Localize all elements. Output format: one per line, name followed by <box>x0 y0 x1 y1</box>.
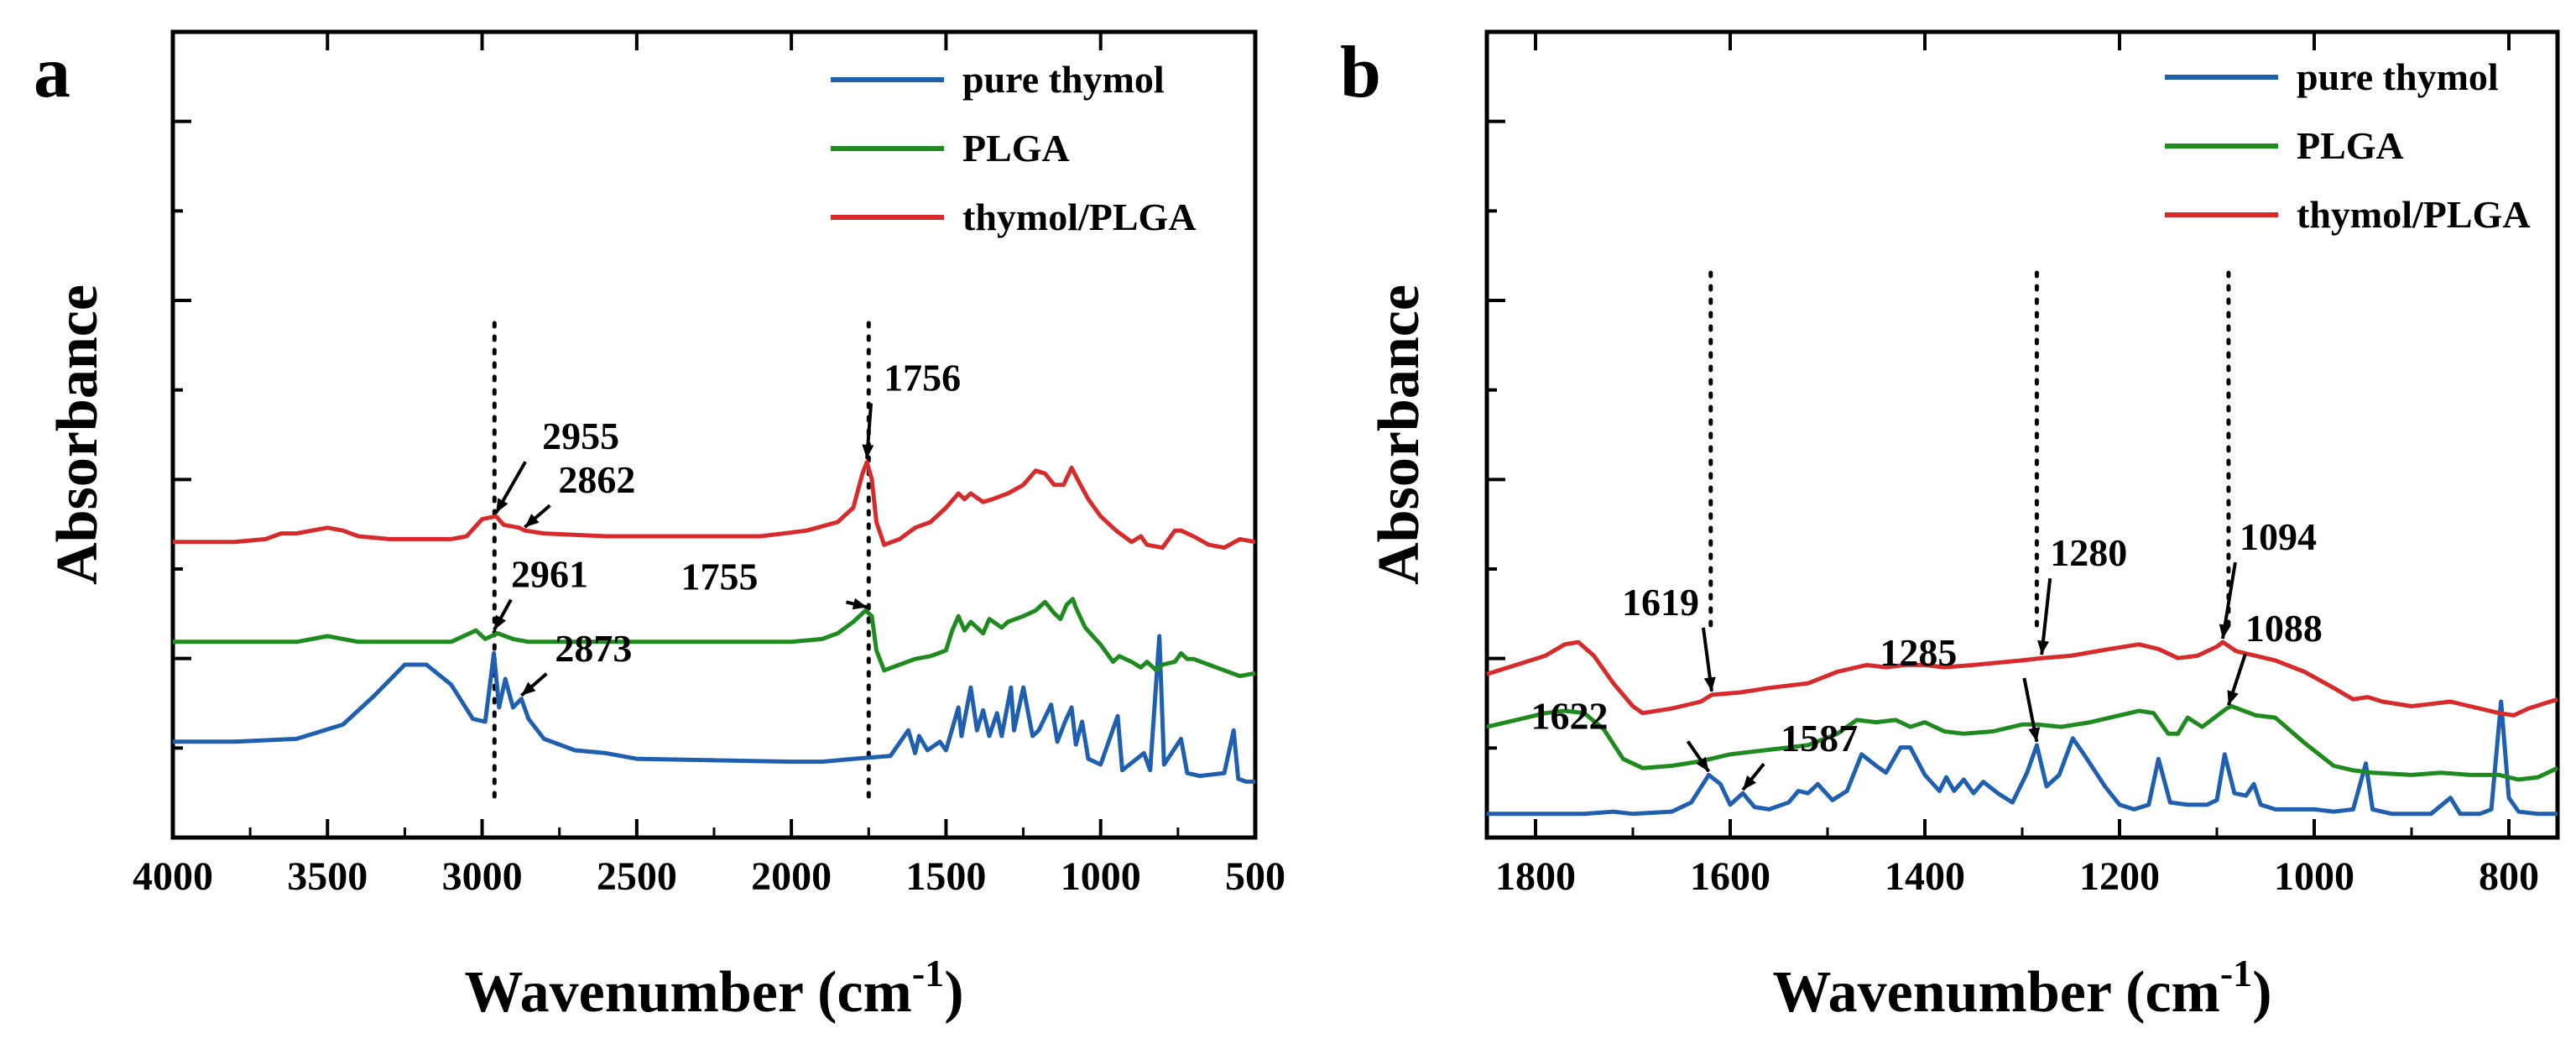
annotation-label: 1755 <box>681 555 758 598</box>
annotation-arrow-head <box>862 444 874 459</box>
x-axis-title-sup: -1 <box>2220 952 2252 994</box>
annotation-label: 1280 <box>2050 531 2127 574</box>
x-tick-label: 1000 <box>2274 854 2354 899</box>
x-axis-title: Wavenumber (cm-1) <box>464 952 963 1025</box>
x-axis-title-sup: -1 <box>912 952 944 994</box>
annotation-label: 2961 <box>511 553 588 596</box>
panel-a: a 4000 3500 3000 2500 2000 1500 1000 500 Wavenumb… <box>34 29 1285 1025</box>
x-tick-label: 4000 <box>133 854 213 899</box>
x-tick-label: 1800 <box>1495 854 1576 899</box>
annotation-arrow-head <box>524 514 540 528</box>
series-line-pure-thymol <box>1487 699 2558 817</box>
annotation-arrow-head <box>2227 690 2239 706</box>
series-line-plga <box>1486 704 2559 782</box>
legend: pure thymol PLGA thymol/PLGA <box>831 58 1197 238</box>
legend-label: thymol/PLGA <box>2297 193 2531 236</box>
panel-b: b 1800 1600 1400 1200 1000 800 Wavenumber (cm-1… <box>1340 29 2560 1025</box>
annotation-arrow-head <box>852 598 868 610</box>
annotation-label: 1756 <box>884 357 961 399</box>
x-axis-title-close: ) <box>944 960 963 1025</box>
annotation-label: 1619 <box>1622 581 1699 624</box>
x-axis-title-close: ) <box>2252 960 2271 1025</box>
annotation-label: 1088 <box>2245 607 2323 650</box>
annotation-label: 2873 <box>555 627 632 670</box>
annotation-arrow-head <box>1743 775 1756 791</box>
legend: pure thymol PLGA thymol/PLGA <box>2165 55 2531 236</box>
y-axis-title: Absorbance <box>45 284 110 585</box>
x-axis-title-main: Wavenumber (cm <box>464 960 911 1025</box>
legend-label: pure thymol <box>2297 55 2499 98</box>
legend-label: PLGA <box>2297 124 2404 167</box>
x-tick-label: 1000 <box>1061 854 1141 899</box>
annotation-arrow-head <box>493 614 507 630</box>
annotation-label: 2862 <box>558 458 635 501</box>
x-tick-label: 3000 <box>442 854 523 899</box>
x-axis-title-main: Wavenumber (cm <box>1772 960 2219 1025</box>
panel-label: b <box>1340 32 1381 113</box>
annotation-arrow-head <box>2219 624 2231 639</box>
legend-label: thymol/PLGA <box>962 196 1197 238</box>
series-line-thymol-plga <box>173 460 1256 551</box>
series-group <box>173 460 1256 784</box>
x-tick-label: 1600 <box>1690 854 1770 899</box>
annotation-label: 1622 <box>1530 694 1608 737</box>
annotation-arrow-head <box>1703 676 1716 692</box>
series-line-plga <box>173 597 1256 679</box>
x-tick-label: 2000 <box>751 854 832 899</box>
annotation-arrow-head <box>521 681 536 696</box>
annotation-arrow-head <box>2028 727 2041 742</box>
annotation-label: 1285 <box>1880 631 1957 674</box>
x-tick-label: 3500 <box>287 854 368 899</box>
annotation-arrow-head <box>1696 756 1709 772</box>
legend-label: PLGA <box>962 127 1070 170</box>
annotation-label: 1094 <box>2240 515 2317 558</box>
annotation-arrow-head <box>496 498 508 514</box>
x-tick-label: 800 <box>2479 854 2539 899</box>
x-tick-label: 1500 <box>905 854 986 899</box>
series-group <box>1486 639 2559 817</box>
series-line-thymol-plga <box>1486 639 2558 718</box>
x-tick-label: 500 <box>1225 854 1285 899</box>
x-axis-title: Wavenumber (cm-1) <box>1772 952 2271 1025</box>
legend-label: pure thymol <box>962 58 1165 101</box>
y-axis-title: Absorbance <box>1367 284 1431 585</box>
series-line-pure-thymol <box>173 634 1255 784</box>
annotation-label: 1587 <box>1781 717 1858 760</box>
x-tick-label: 2500 <box>597 854 677 899</box>
panel-label: a <box>34 32 70 113</box>
annotation-label: 2955 <box>542 415 619 457</box>
plot-frame <box>170 29 1258 840</box>
annotation-arrow-head <box>2037 639 2049 655</box>
x-tick-label: 1200 <box>2079 854 2160 899</box>
x-tick-label: 1400 <box>1885 854 1965 899</box>
